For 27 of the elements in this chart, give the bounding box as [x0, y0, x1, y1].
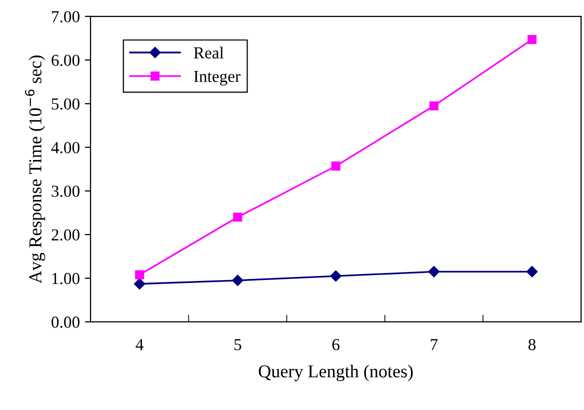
x-tick-label: 5: [234, 339, 242, 350]
y-tick-label: 4.00: [51, 142, 80, 154]
y-axis-title: Avg Response Time (10$^{−6}$ sec): [24, 55, 46, 284]
point: [134, 278, 146, 290]
point: [330, 270, 342, 282]
x-tick-label: 8: [528, 339, 536, 350]
point: [331, 162, 340, 171]
point: [135, 270, 144, 280]
y-tick-label: 2.00: [52, 229, 80, 241]
y-tick-label: 1.00: [52, 272, 80, 284]
point: [428, 266, 440, 278]
legend-label: Real: [194, 46, 224, 59]
y-tick-label: 0.00: [52, 316, 80, 328]
y-tick-label: 3.00: [52, 186, 80, 197]
legend-label: Integer: [194, 70, 240, 86]
point: [232, 274, 244, 286]
y-tick-label: 7.00: [52, 11, 80, 22]
point: [528, 35, 537, 44]
x-tick-label: 6: [332, 339, 340, 350]
point: [429, 101, 438, 110]
y-tick-label: 6.00: [52, 54, 80, 66]
y-tick-label: 5.00: [52, 98, 80, 110]
x-tick-label: 7: [430, 339, 438, 350]
point: [233, 212, 242, 222]
x-axis-title: Query Length (notes): [258, 364, 413, 382]
x-tick-label: 4: [136, 339, 144, 350]
point: [526, 266, 538, 278]
